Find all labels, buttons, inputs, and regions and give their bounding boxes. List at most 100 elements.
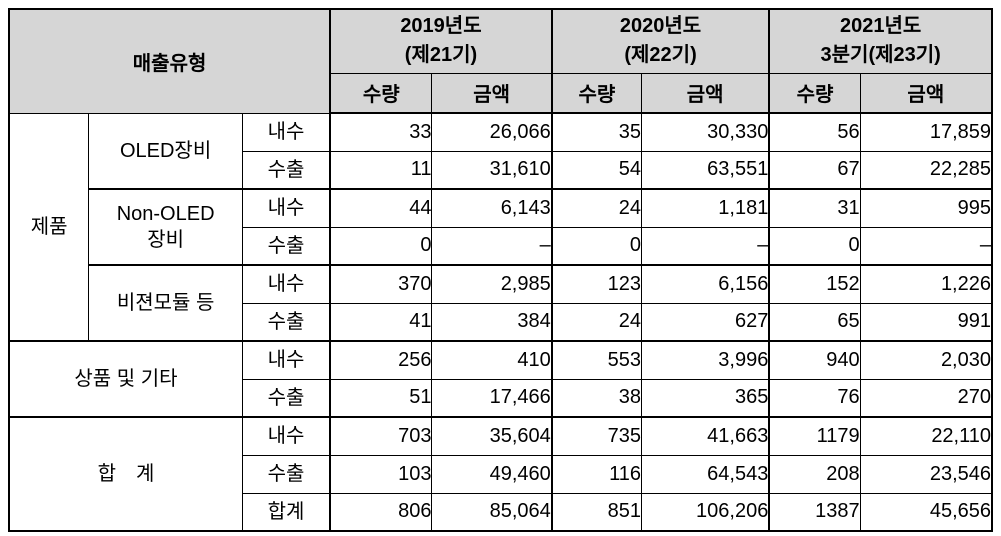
header-row-years: 매출유형 2019년도 (제21기) 2020년도 (제22기) 2021년도 … [8, 8, 993, 114]
amount-cell: 23,546 [859, 454, 993, 494]
qty-cell: 0 [329, 226, 433, 266]
amount-cell: 410 [431, 340, 553, 380]
qty-cell: 11 [329, 150, 433, 190]
qty-cell: 65 [768, 302, 861, 342]
qty-header-2019: 수량 [329, 72, 433, 114]
table-row: 수출 11 31,610 54 63,551 67 22,285 [9, 150, 993, 190]
row-type-label: 수출 [241, 150, 331, 190]
amount-cell: 991 [859, 302, 993, 342]
year-header-2020: 2020년도 (제22기) [550, 8, 770, 74]
row-type-label: 내수 [241, 340, 331, 380]
qty-cell: 152 [768, 264, 861, 304]
group-label-goods-etc: 상품 및 기타 [8, 340, 243, 418]
amount-cell: 6,143 [431, 188, 553, 228]
qty-cell: 54 [550, 150, 643, 190]
amount-header-2021: 금액 [859, 72, 993, 114]
qty-cell: 31 [768, 188, 861, 228]
qty-header-2021: 수량 [768, 72, 861, 114]
amount-cell: 22,110 [859, 416, 993, 456]
amount-cell: 995 [859, 188, 993, 228]
row-type-label: 내수 [241, 264, 331, 304]
qty-cell: 553 [550, 340, 643, 380]
amount-cell: 2,985 [431, 264, 553, 304]
amount-cell: 41,663 [641, 416, 770, 456]
amount-cell: 35,604 [431, 416, 553, 456]
qty-cell: 208 [768, 454, 861, 494]
amount-cell: 85,064 [431, 492, 553, 532]
qty-cell: 806 [329, 492, 433, 532]
amount-cell: 64,543 [641, 454, 770, 494]
qty-cell: 33 [329, 112, 433, 152]
amount-header-2020: 금액 [641, 72, 770, 114]
amount-cell: 106,206 [641, 492, 770, 532]
amount-cell: 63,551 [641, 150, 770, 190]
qty-cell: 38 [550, 378, 643, 418]
row-type-label: 수출 [241, 226, 331, 266]
table-row: Non-OLED 장비 내수 44 6,143 24 1,181 31 995 [9, 188, 993, 266]
qty-cell: 370 [329, 264, 433, 304]
qty-cell: 940 [768, 340, 861, 380]
table-row: 비젼모듈 등 내수 370 2,985 123 6,156 152 1,226 [9, 264, 993, 342]
amount-cell: 384 [431, 302, 553, 342]
amount-cell: 365 [641, 378, 770, 418]
table-row: 수출 0 – 0 – 0 – [9, 226, 993, 266]
amount-cell: 49,460 [431, 454, 553, 494]
subgroup-label-vision-module: 비젼모듈 등 [88, 264, 243, 342]
amount-cell: 26,066 [431, 112, 553, 152]
qty-cell: 0 [550, 226, 643, 266]
table-body: 제품 OLED장비 내수 33 26,066 35 30,330 56 17,8… [8, 112, 993, 532]
header-row-measures: 수량 금액 수량 금액 수량 금액 [9, 72, 993, 114]
qty-cell: 67 [768, 150, 861, 190]
group-label-product: 제품 [8, 112, 90, 342]
amount-cell: 270 [859, 378, 993, 418]
amount-cell: 2,030 [859, 340, 993, 380]
amount-cell: – [431, 226, 553, 266]
amount-cell: 6,156 [641, 264, 770, 304]
qty-cell: 56 [768, 112, 861, 152]
amount-cell: – [641, 226, 770, 266]
qty-cell: 256 [329, 340, 433, 380]
amount-cell: 1,181 [641, 188, 770, 228]
qty-cell: 1387 [768, 492, 861, 532]
table-row: 수출 41 384 24 627 65 991 [9, 302, 993, 342]
table-row: 합 계 내수 703 35,604 735 41,663 1179 22,110 [8, 416, 993, 532]
amount-cell: – [859, 226, 993, 266]
table-header: 매출유형 2019년도 (제21기) 2020년도 (제22기) 2021년도 … [8, 8, 993, 114]
qty-cell: 103 [329, 454, 433, 494]
qty-cell: 76 [768, 378, 861, 418]
amount-cell: 17,859 [859, 112, 993, 152]
table-row: 수출 51 17,466 38 365 76 270 [9, 378, 993, 418]
amount-cell: 30,330 [641, 112, 770, 152]
row-type-label: 내수 [241, 188, 331, 228]
qty-header-2020: 수량 [550, 72, 643, 114]
row-type-label: 수출 [241, 378, 331, 418]
qty-cell: 24 [550, 302, 643, 342]
amount-cell: 1,226 [859, 264, 993, 304]
qty-cell: 735 [550, 416, 643, 456]
table-row: 합계 806 85,064 851 106,206 1387 45,656 [9, 492, 993, 532]
sales-type-header: 매출유형 [8, 8, 331, 114]
table-row: 상품 및 기타 내수 256 410 553 3,996 940 2,030 [8, 340, 993, 418]
qty-cell: 41 [329, 302, 433, 342]
sales-table: 매출유형 2019년도 (제21기) 2020년도 (제22기) 2021년도 … [8, 8, 993, 532]
qty-cell: 1179 [768, 416, 861, 456]
row-type-label: 내수 [241, 112, 331, 152]
amount-header-2019: 금액 [431, 72, 553, 114]
subgroup-label-oled: OLED장비 [88, 112, 243, 190]
qty-cell: 24 [550, 188, 643, 228]
amount-cell: 45,656 [859, 492, 993, 532]
amount-cell: 22,285 [859, 150, 993, 190]
group-label-total: 합 계 [8, 416, 243, 532]
table-row: 수출 103 49,460 116 64,543 208 23,546 [9, 454, 993, 494]
row-type-label: 합계 [241, 492, 331, 532]
amount-cell: 3,996 [641, 340, 770, 380]
row-type-label: 수출 [241, 302, 331, 342]
amount-cell: 17,466 [431, 378, 553, 418]
qty-cell: 703 [329, 416, 433, 456]
qty-cell: 123 [550, 264, 643, 304]
amount-cell: 627 [641, 302, 770, 342]
qty-cell: 51 [329, 378, 433, 418]
table-row: 제품 OLED장비 내수 33 26,066 35 30,330 56 17,8… [8, 112, 993, 342]
row-type-label: 내수 [241, 416, 331, 456]
